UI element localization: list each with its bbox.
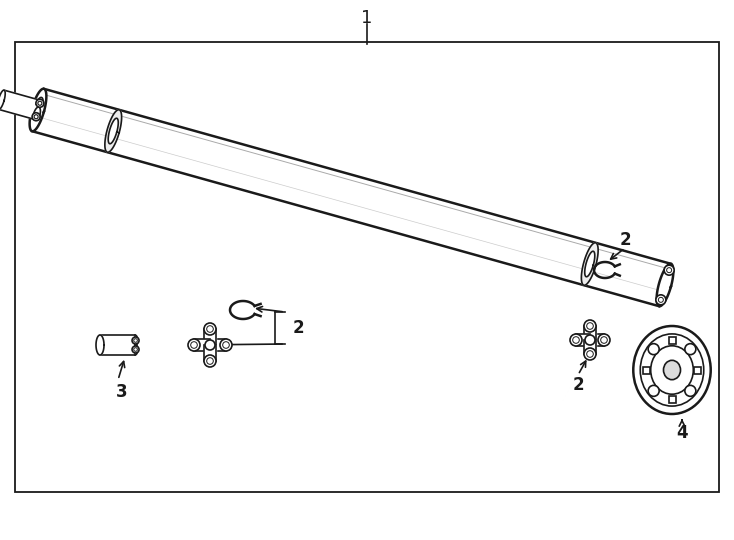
Polygon shape — [105, 110, 122, 152]
Polygon shape — [29, 89, 46, 131]
Polygon shape — [204, 345, 216, 361]
Circle shape — [132, 337, 139, 344]
Polygon shape — [32, 89, 671, 306]
Polygon shape — [584, 326, 596, 340]
Circle shape — [132, 346, 139, 353]
Circle shape — [598, 334, 610, 346]
Circle shape — [38, 102, 42, 105]
Circle shape — [600, 337, 607, 343]
Circle shape — [658, 298, 664, 302]
Text: 2: 2 — [573, 376, 584, 394]
Polygon shape — [0, 90, 40, 120]
Circle shape — [32, 113, 40, 121]
Polygon shape — [204, 329, 216, 345]
Circle shape — [222, 342, 229, 348]
Polygon shape — [210, 339, 226, 351]
Circle shape — [586, 350, 593, 357]
Circle shape — [666, 268, 672, 273]
Text: 2: 2 — [619, 231, 631, 249]
Circle shape — [573, 337, 579, 343]
Ellipse shape — [640, 334, 704, 406]
Polygon shape — [590, 334, 604, 346]
Circle shape — [570, 334, 582, 346]
Circle shape — [685, 386, 696, 396]
Polygon shape — [657, 264, 673, 306]
Text: 4: 4 — [676, 424, 688, 442]
Ellipse shape — [651, 346, 694, 394]
Polygon shape — [108, 118, 118, 144]
Circle shape — [585, 335, 595, 345]
Text: 2: 2 — [293, 319, 305, 337]
Polygon shape — [581, 243, 598, 285]
Circle shape — [648, 386, 659, 396]
Polygon shape — [584, 340, 596, 354]
Circle shape — [34, 114, 38, 119]
Polygon shape — [100, 335, 135, 355]
Polygon shape — [100, 335, 135, 355]
Text: 1: 1 — [361, 9, 373, 27]
Polygon shape — [576, 334, 590, 346]
Text: 3: 3 — [116, 383, 128, 401]
Circle shape — [220, 339, 232, 351]
Circle shape — [656, 295, 666, 305]
Circle shape — [204, 355, 216, 367]
Polygon shape — [585, 251, 595, 277]
Circle shape — [36, 99, 44, 107]
Polygon shape — [96, 335, 104, 355]
Bar — [694, 367, 702, 374]
Circle shape — [134, 339, 137, 342]
Bar — [669, 337, 675, 344]
Circle shape — [191, 342, 197, 348]
Circle shape — [207, 357, 214, 364]
Circle shape — [204, 323, 216, 335]
Ellipse shape — [664, 360, 680, 380]
Circle shape — [188, 339, 200, 351]
Polygon shape — [194, 339, 210, 351]
Ellipse shape — [633, 326, 711, 414]
Circle shape — [664, 265, 674, 275]
Circle shape — [685, 343, 696, 355]
Circle shape — [584, 320, 596, 332]
Circle shape — [205, 340, 215, 350]
Circle shape — [584, 348, 596, 360]
Bar — [15, 42, 719, 492]
Circle shape — [648, 343, 659, 355]
Bar — [642, 367, 650, 374]
Circle shape — [586, 323, 593, 329]
Bar — [669, 396, 675, 403]
Circle shape — [207, 326, 214, 332]
Polygon shape — [0, 90, 5, 110]
Circle shape — [134, 348, 137, 352]
